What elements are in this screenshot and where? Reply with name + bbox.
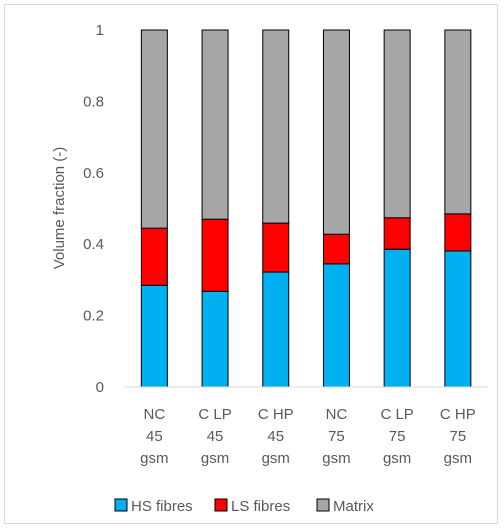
bar-segment-ls-fibres (262, 222, 290, 273)
x-axis-categories: NC 45 gsm C LP 45 gsm C HP 45 gsm NC 75 gsm C LP 75 gs… (140, 406, 476, 467)
x-category-label: NC 75 gsm (322, 406, 350, 467)
y-tick-label: 0.4 (83, 236, 104, 253)
x-category-label: C HP 75 gsm (440, 406, 476, 467)
y-tick-label: 0.6 (83, 165, 104, 182)
y-tick-label: 1 (96, 22, 104, 39)
bar-segment-hs-fibres (444, 250, 472, 388)
y-tick-label: 0.8 (83, 93, 104, 110)
bar-segment-matrix (140, 29, 168, 229)
bar-segment-ls-fibres (201, 218, 229, 292)
bar-segment-matrix (383, 29, 411, 219)
y-tick-label: 0.2 (83, 308, 104, 325)
legend-swatch (114, 498, 128, 512)
legend-label: HS fibres (131, 498, 193, 515)
x-category-label: C LP 45 gsm (198, 406, 231, 467)
bar-segment-ls-fibres (140, 227, 168, 286)
bar-segment-matrix (322, 29, 350, 235)
x-category-label: C HP 45 gsm (258, 406, 294, 467)
bar-segment-hs-fibres (201, 290, 229, 388)
bar-segment-hs-fibres (383, 248, 411, 388)
bar-segment-ls-fibres (322, 233, 350, 265)
y-tick-label: 0 (96, 379, 104, 396)
bar-segment-matrix (262, 29, 290, 224)
x-category-label: C LP 75 gsm (380, 406, 413, 467)
legend-label: Matrix (333, 498, 374, 515)
bar-segment-matrix (201, 29, 229, 220)
y-axis-ticks: 0 0.2 0.4 0.6 0.8 1 (83, 22, 104, 396)
legend-swatch (214, 498, 228, 512)
legend-swatch (316, 498, 330, 512)
bar-segment-hs-fibres (262, 271, 290, 388)
bar-segment-hs-fibres (322, 263, 350, 388)
bar-segment-ls-fibres (444, 213, 472, 252)
y-axis-label: Volume fraction (-) (51, 147, 68, 270)
bar-segment-matrix (444, 29, 472, 215)
bar-segment-ls-fibres (383, 217, 411, 250)
chart-frame (4, 4, 498, 524)
bar-segment-hs-fibres (140, 284, 168, 388)
x-category-label: NC 45 gsm (140, 406, 168, 467)
legend-label: LS fibres (231, 498, 290, 515)
bars (140, 29, 472, 388)
legend: HS fibres LS fibres Matrix (114, 498, 374, 515)
